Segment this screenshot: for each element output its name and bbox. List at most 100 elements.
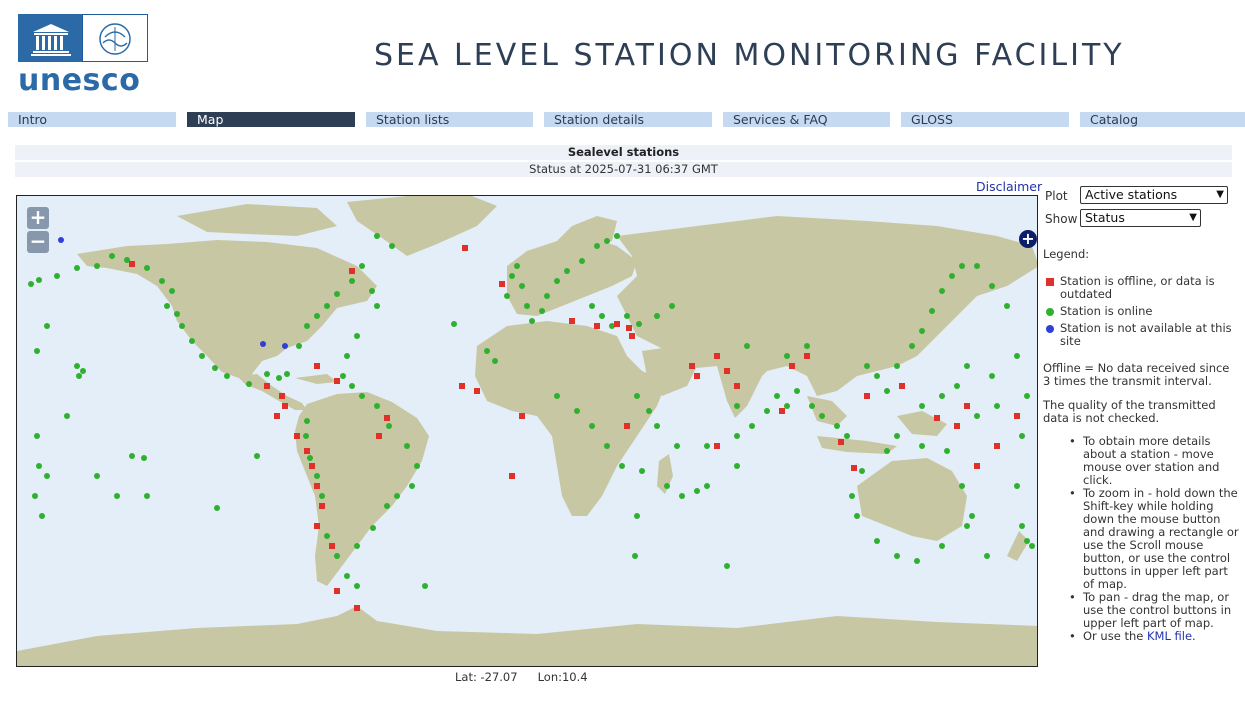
station-online-marker[interactable] bbox=[307, 455, 313, 461]
station-online-marker[interactable] bbox=[609, 323, 615, 329]
unesco-logo[interactable]: unesco bbox=[18, 14, 150, 98]
station-online-marker[interactable] bbox=[749, 423, 755, 429]
station-online-marker[interactable] bbox=[589, 303, 595, 309]
station-online-marker[interactable] bbox=[44, 473, 50, 479]
station-online-marker[interactable] bbox=[959, 263, 965, 269]
station-online-marker[interactable] bbox=[939, 288, 945, 294]
station-online-marker[interactable] bbox=[36, 277, 42, 283]
station-online-marker[interactable] bbox=[774, 393, 780, 399]
station-online-marker[interactable] bbox=[514, 263, 520, 269]
station-online-marker[interactable] bbox=[624, 313, 630, 319]
station-offline-marker[interactable] bbox=[519, 413, 525, 419]
station-online-marker[interactable] bbox=[919, 443, 925, 449]
tab-map[interactable]: Map bbox=[187, 112, 355, 127]
station-online-marker[interactable] bbox=[939, 393, 945, 399]
station-online-marker[interactable] bbox=[409, 483, 415, 489]
station-online-marker[interactable] bbox=[909, 343, 915, 349]
station-online-marker[interactable] bbox=[964, 363, 970, 369]
station-online-marker[interactable] bbox=[1029, 543, 1035, 549]
station-online-marker[interactable] bbox=[74, 363, 80, 369]
station-online-marker[interactable] bbox=[704, 483, 710, 489]
station-offline-marker[interactable] bbox=[274, 413, 280, 419]
station-online-marker[interactable] bbox=[354, 543, 360, 549]
station-offline-marker[interactable] bbox=[714, 443, 720, 449]
station-offline-marker[interactable] bbox=[349, 268, 355, 274]
station-online-marker[interactable] bbox=[304, 323, 310, 329]
station-online-marker[interactable] bbox=[34, 433, 40, 439]
station-online-marker[interactable] bbox=[199, 353, 205, 359]
station-offline-marker[interactable] bbox=[954, 423, 960, 429]
station-online-marker[interactable] bbox=[169, 288, 175, 294]
station-online-marker[interactable] bbox=[324, 303, 330, 309]
station-online-marker[interactable] bbox=[1024, 538, 1030, 544]
station-offline-marker[interactable] bbox=[594, 323, 600, 329]
station-online-marker[interactable] bbox=[969, 513, 975, 519]
station-offline-marker[interactable] bbox=[804, 353, 810, 359]
station-online-marker[interactable] bbox=[354, 583, 360, 589]
disclaimer-link[interactable]: Disclaimer bbox=[976, 179, 1043, 194]
layer-switcher-button[interactable]: + bbox=[1019, 230, 1037, 248]
station-online-marker[interactable] bbox=[359, 393, 365, 399]
tab-services-faq[interactable]: Services & FAQ bbox=[723, 112, 890, 127]
station-offline-marker[interactable] bbox=[309, 463, 315, 469]
station-online-marker[interactable] bbox=[664, 483, 670, 489]
station-online-marker[interactable] bbox=[422, 583, 428, 589]
station-online-marker[interactable] bbox=[1019, 523, 1025, 529]
station-online-marker[interactable] bbox=[949, 273, 955, 279]
station-offline-marker[interactable] bbox=[724, 368, 730, 374]
station-online-marker[interactable] bbox=[370, 525, 376, 531]
station-online-marker[interactable] bbox=[919, 328, 925, 334]
station-offline-marker[interactable] bbox=[294, 433, 300, 439]
station-online-marker[interactable] bbox=[669, 303, 675, 309]
station-online-marker[interactable] bbox=[141, 455, 147, 461]
station-offline-marker[interactable] bbox=[304, 448, 310, 454]
station-offline-marker[interactable] bbox=[474, 388, 480, 394]
station-online-marker[interactable] bbox=[939, 543, 945, 549]
station-online-marker[interactable] bbox=[334, 553, 340, 559]
station-online-marker[interactable] bbox=[564, 268, 570, 274]
station-online-marker[interactable] bbox=[819, 413, 825, 419]
station-online-marker[interactable] bbox=[80, 368, 86, 374]
station-online-marker[interactable] bbox=[804, 343, 810, 349]
station-online-marker[interactable] bbox=[404, 443, 410, 449]
station-online-marker[interactable] bbox=[349, 383, 355, 389]
station-online-marker[interactable] bbox=[254, 453, 260, 459]
station-online-marker[interactable] bbox=[492, 358, 498, 364]
station-online-marker[interactable] bbox=[734, 433, 740, 439]
station-online-marker[interactable] bbox=[39, 513, 45, 519]
station-offline-marker[interactable] bbox=[629, 333, 635, 339]
station-online-marker[interactable] bbox=[314, 313, 320, 319]
station-online-marker[interactable] bbox=[994, 403, 1000, 409]
station-online-marker[interactable] bbox=[974, 263, 980, 269]
tab-catalog[interactable]: Catalog bbox=[1080, 112, 1245, 127]
station-online-marker[interactable] bbox=[614, 233, 620, 239]
station-online-marker[interactable] bbox=[179, 323, 185, 329]
station-online-marker[interactable] bbox=[919, 403, 925, 409]
station-offline-marker[interactable] bbox=[334, 588, 340, 594]
station-online-marker[interactable] bbox=[36, 463, 42, 469]
station-online-marker[interactable] bbox=[344, 353, 350, 359]
station-online-marker[interactable] bbox=[374, 233, 380, 239]
station-online-marker[interactable] bbox=[809, 403, 815, 409]
station-offline-marker[interactable] bbox=[334, 378, 340, 384]
station-offline-marker[interactable] bbox=[462, 245, 468, 251]
station-online-marker[interactable] bbox=[1014, 483, 1020, 489]
station-online-marker[interactable] bbox=[124, 257, 130, 263]
station-online-marker[interactable] bbox=[859, 468, 865, 474]
station-offline-marker[interactable] bbox=[974, 463, 980, 469]
station-online-marker[interactable] bbox=[784, 403, 790, 409]
station-online-marker[interactable] bbox=[374, 403, 380, 409]
station-online-marker[interactable] bbox=[484, 348, 490, 354]
station-offline-marker[interactable] bbox=[626, 325, 632, 331]
station-online-marker[interactable] bbox=[914, 558, 920, 564]
station-online-marker[interactable] bbox=[599, 313, 605, 319]
station-online-marker[interactable] bbox=[389, 243, 395, 249]
station-online-marker[interactable] bbox=[874, 373, 880, 379]
station-online-marker[interactable] bbox=[636, 321, 642, 327]
station-online-marker[interactable] bbox=[619, 463, 625, 469]
tab-station-lists[interactable]: Station lists bbox=[366, 112, 533, 127]
station-online-marker[interactable] bbox=[76, 373, 82, 379]
station-offline-marker[interactable] bbox=[279, 393, 285, 399]
station-online-marker[interactable] bbox=[634, 393, 640, 399]
station-online-marker[interactable] bbox=[589, 423, 595, 429]
